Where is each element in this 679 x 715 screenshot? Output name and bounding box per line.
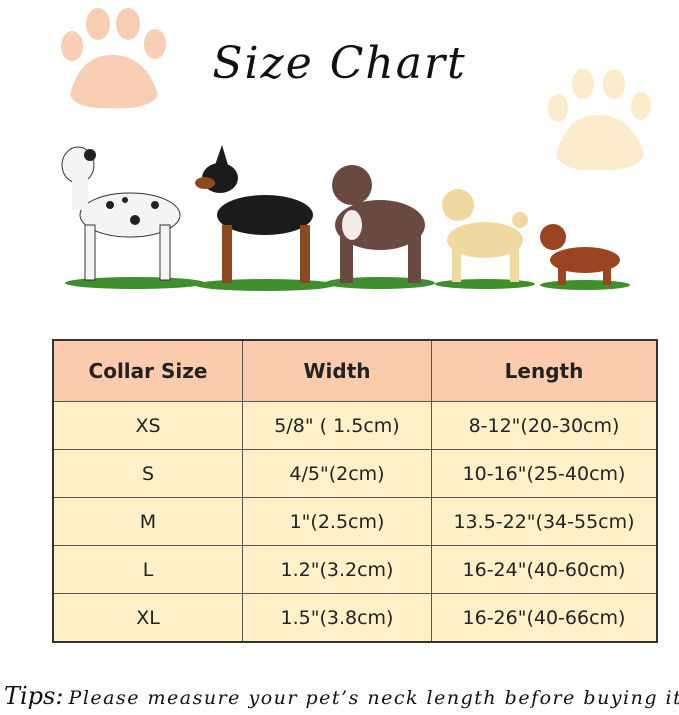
table-cell: 8-12"(20-30cm): [431, 401, 658, 450]
header-row: Collar Size Width Length: [52, 339, 658, 402]
dog-dalmatian: [61, 146, 181, 281]
tips-label: Tips:: [4, 682, 64, 710]
table-cell: 4/5"(2cm): [242, 449, 432, 498]
title: Size Chart: [212, 38, 467, 89]
table-row: M 1"(2.5cm) 13.5-22"(34-55cm): [52, 497, 658, 546]
table-row: XL 1.5"(3.8cm) 16-26"(40-66cm): [52, 593, 658, 643]
size-table: Collar Size Width Length XS 5/8" ( 1.5cm)…: [52, 339, 658, 643]
table-cell: XL: [52, 593, 243, 643]
table-cell: L: [52, 545, 243, 594]
table-cell: 10-16"(25-40cm): [431, 449, 658, 498]
column-header: Collar Size: [52, 339, 243, 402]
dog-pitbull: [332, 165, 425, 283]
table-cell: 1"(2.5cm): [242, 497, 432, 546]
table-cell: 5/8" ( 1.5cm): [242, 401, 432, 450]
table-row: S 4/5"(2cm) 10-16"(25-40cm): [52, 449, 658, 498]
tips: Tips: Please measure your pet’s neck len…: [4, 682, 679, 710]
table-cell: 13.5-22"(34-55cm): [431, 497, 658, 546]
table-cell: XS: [52, 401, 243, 450]
table-row: XS 5/8" ( 1.5cm) 8-12"(20-30cm): [52, 401, 658, 450]
table-cell: M: [52, 497, 243, 546]
tips-text: Please measure your pet’s neck length be…: [68, 687, 679, 709]
column-header: Length: [431, 339, 658, 402]
table-cell: 1.2"(3.2cm): [242, 545, 432, 594]
dog-poodle: [442, 189, 528, 282]
paw-print: [61, 8, 166, 109]
table-cell: 1.5"(3.8cm): [242, 593, 432, 643]
paw-print: [548, 69, 651, 171]
table-cell: 16-24"(40-60cm): [431, 545, 658, 594]
table-cell: S: [52, 449, 243, 498]
table-cell: 16-26"(40-66cm): [431, 593, 658, 643]
dog-doberman: [195, 145, 313, 283]
column-header: Width: [242, 339, 432, 402]
table-row: L 1.2"(3.2cm) 16-24"(40-60cm): [52, 545, 658, 594]
table-body: XS 5/8" ( 1.5cm) 8-12"(20-30cm) S 4/5"(2cm) 1…: [52, 401, 658, 643]
illustration: [61, 8, 651, 291]
dog-dachshund: [540, 224, 620, 285]
